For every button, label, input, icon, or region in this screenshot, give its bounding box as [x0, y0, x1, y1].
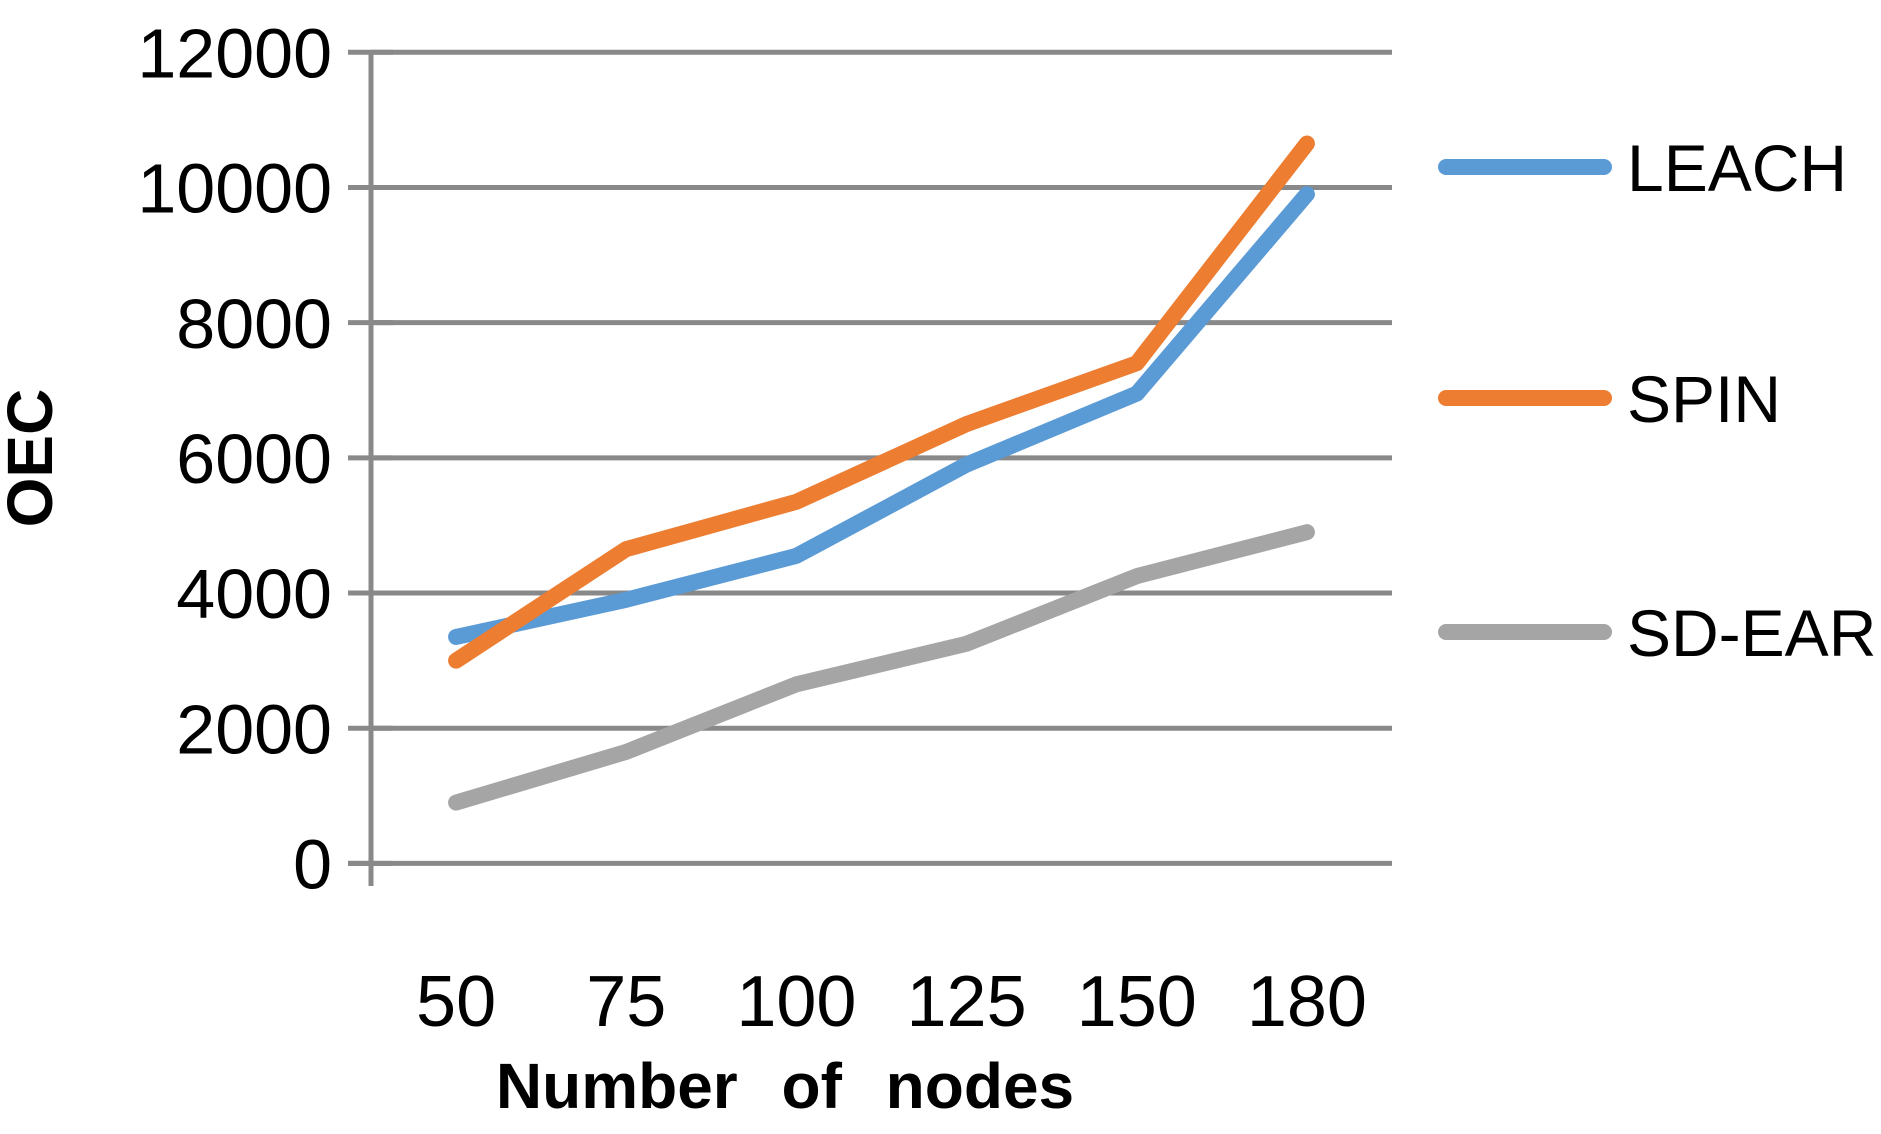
y-axis-title: OEC	[0, 389, 66, 528]
x-axis-title: Number of nodes	[496, 1050, 1074, 1122]
series-line-spin	[448, 135, 1315, 669]
x-tick-label: 150	[1077, 962, 1197, 1042]
x-tick-label: 125	[907, 962, 1027, 1042]
y-tick-label: 6000	[176, 420, 332, 498]
y-tick-label: 0	[293, 826, 332, 904]
series-line-sd-ear	[448, 524, 1315, 811]
y-tick-label: 12000	[137, 15, 332, 93]
series-line-leach	[448, 186, 1315, 645]
y-tick-label: 4000	[176, 555, 332, 633]
y-tick-label: 8000	[176, 285, 332, 363]
y-tick-label: 10000	[137, 150, 332, 228]
x-tick-label: 75	[586, 962, 666, 1042]
x-tick-label: 180	[1247, 962, 1367, 1042]
legend-label-sd-ear: SD-EAR	[1627, 596, 1876, 670]
y-tick-label: 2000	[176, 690, 332, 768]
x-tick-label: 50	[416, 962, 496, 1042]
legend-label-leach: LEACH	[1627, 131, 1847, 205]
legend-label-spin: SPIN	[1627, 362, 1781, 436]
x-tick-label: 100	[736, 962, 856, 1042]
